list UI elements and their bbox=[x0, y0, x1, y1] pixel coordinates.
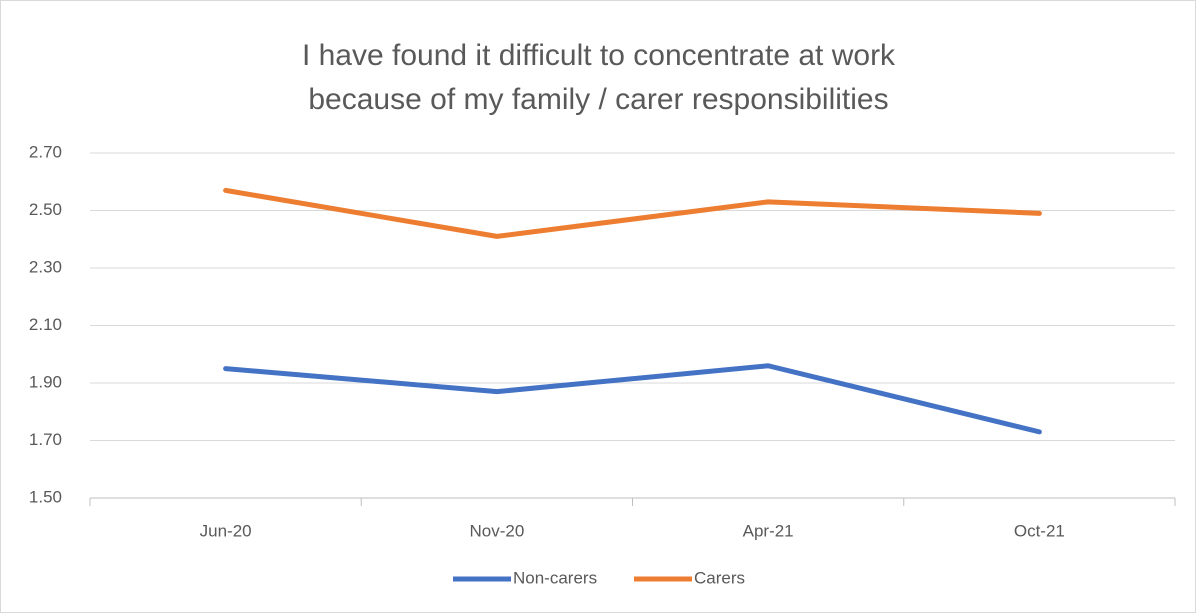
y-tick-label: 1.70 bbox=[29, 430, 62, 449]
x-tick-label: Apr-21 bbox=[743, 521, 794, 540]
x-tick-label: Jun-20 bbox=[200, 521, 252, 540]
x-tick-label: Oct-21 bbox=[1014, 521, 1065, 540]
y-tick-label: 1.90 bbox=[29, 372, 62, 391]
y-tick-label: 2.50 bbox=[29, 200, 62, 219]
data-line bbox=[223, 187, 1042, 239]
x-tick-label: Nov-20 bbox=[469, 521, 524, 540]
chart-title: I have found it difficult to concentrate… bbox=[301, 39, 896, 116]
data-line bbox=[223, 363, 1042, 435]
legend-label: Carers bbox=[694, 568, 745, 587]
legend-label: Non-carers bbox=[513, 568, 597, 587]
y-tick-label: 1.50 bbox=[29, 487, 62, 506]
y-tick-label: 2.30 bbox=[29, 257, 62, 276]
y-tick-label: 2.70 bbox=[29, 142, 62, 161]
y-tick-label: 2.10 bbox=[29, 315, 62, 334]
